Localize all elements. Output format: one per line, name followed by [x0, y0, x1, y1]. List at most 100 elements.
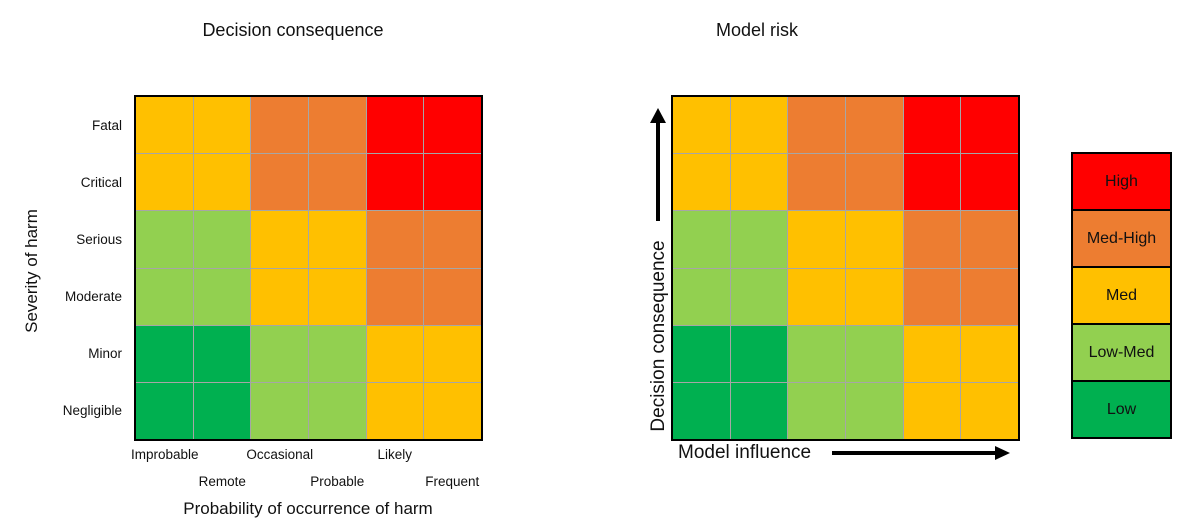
matrix-cell-low_med: [730, 211, 788, 268]
matrix-cell-med: [193, 97, 251, 154]
x-axis-arrow-shaft: [832, 451, 996, 455]
matrix-cell-high: [961, 154, 1018, 211]
matrix-cell-low_med: [193, 268, 251, 325]
matrix-cell-low_med: [730, 268, 788, 325]
matrix-cell-med: [788, 211, 845, 268]
matrix-cell-low_med: [193, 211, 251, 268]
matrix-cell-med: [846, 268, 903, 325]
y-tick-label: Minor: [88, 346, 122, 361]
y-tick-label: Fatal: [91, 118, 122, 133]
left-x-axis-title: Probability of occurrence of harm: [183, 499, 433, 518]
legend-item-low_med: Low-Med: [1073, 325, 1170, 382]
x-axis-arrow-right-icon: [995, 446, 1010, 460]
right-chart-title: Model risk: [715, 20, 799, 40]
legend-label: Med: [1105, 286, 1138, 304]
matrix-cell-med: [903, 325, 961, 382]
matrix-cell-med_high: [309, 154, 366, 211]
matrix-cell-med: [366, 382, 424, 439]
y-tick-label: Negligible: [62, 403, 122, 418]
x-tick-label: Remote: [198, 474, 246, 489]
matrix-cell-low: [730, 382, 788, 439]
model-risk-matrix: [671, 95, 1020, 441]
matrix-cell-med: [673, 97, 730, 154]
matrix-cell-high: [366, 97, 424, 154]
matrix-cell-low_med: [673, 211, 730, 268]
matrix-cell-low: [673, 382, 730, 439]
legend-label: Med-High: [1086, 229, 1157, 247]
matrix-cell-med_high: [961, 211, 1018, 268]
matrix-cell-med: [251, 211, 308, 268]
legend-item-med_high: Med-High: [1073, 211, 1170, 268]
matrix-cell-low_med: [309, 382, 366, 439]
legend-item-high: High: [1073, 154, 1170, 211]
legend-label: Low: [1106, 400, 1137, 418]
matrix-cell-med_high: [366, 268, 424, 325]
matrix-cell-low_med: [309, 325, 366, 382]
matrix-cell-low_med: [251, 382, 308, 439]
y-tick-label: Critical: [80, 175, 122, 190]
matrix-cell-med_high: [903, 211, 961, 268]
risk-level-legend: High Med-High Med Low-Med Low: [1071, 152, 1172, 439]
matrix-cell-high: [903, 154, 961, 211]
left-chart-title: Decision consequence: [202, 20, 384, 40]
matrix-cell-med_high: [424, 268, 481, 325]
matrix-cell-low_med: [846, 325, 903, 382]
x-tick-label: Frequent: [425, 474, 480, 489]
matrix-cell-med: [136, 154, 193, 211]
matrix-cell-med_high: [424, 211, 481, 268]
decision-consequence-matrix: [134, 95, 483, 441]
matrix-cell-med: [424, 325, 481, 382]
legend-label: High: [1105, 172, 1138, 190]
matrix-cell-med: [673, 154, 730, 211]
matrix-cell-med: [961, 382, 1018, 439]
legend-item-low: Low: [1073, 382, 1170, 437]
matrix-cell-low_med: [673, 268, 730, 325]
matrix-cell-med: [903, 382, 961, 439]
matrix-cell-low: [136, 382, 193, 439]
matrix-cell-med_high: [903, 268, 961, 325]
x-tick-label: Probable: [310, 474, 365, 489]
matrix-cell-med_high: [788, 154, 845, 211]
matrix-cell-low: [136, 325, 193, 382]
matrix-cell-low_med: [788, 325, 845, 382]
matrix-cell-med: [424, 382, 481, 439]
matrix-cell-med: [193, 154, 251, 211]
matrix-cell-med_high: [366, 211, 424, 268]
matrix-cell-med: [136, 97, 193, 154]
matrix-cell-med_high: [309, 97, 366, 154]
matrix-cell-med: [366, 325, 424, 382]
matrix-cell-med: [788, 268, 845, 325]
matrix-cell-low_med: [136, 211, 193, 268]
matrix-cell-med_high: [961, 268, 1018, 325]
matrix-cell-high: [424, 154, 481, 211]
matrix-cell-low_med: [136, 268, 193, 325]
matrix-cell-high: [366, 154, 424, 211]
y-tick-label: Moderate: [64, 289, 122, 304]
matrix-cell-high: [424, 97, 481, 154]
matrix-cell-low_med: [788, 382, 845, 439]
matrix-cell-med_high: [788, 97, 845, 154]
x-tick-label: Occasional: [246, 447, 314, 462]
matrix-cell-low: [730, 325, 788, 382]
matrix-cell-med: [730, 97, 788, 154]
legend-item-med: Med: [1073, 268, 1170, 325]
x-tick-label: Likely: [377, 447, 412, 462]
legend-label: Low-Med: [1088, 343, 1155, 361]
matrix-cell-med_high: [251, 97, 308, 154]
matrix-cell-med: [730, 154, 788, 211]
matrix-cell-med_high: [251, 154, 308, 211]
right-x-axis-label: Model influence: [678, 442, 812, 463]
matrix-cell-low: [193, 325, 251, 382]
y-axis-arrow-up-icon: [650, 108, 666, 123]
matrix-cell-med: [309, 211, 366, 268]
right-y-axis-label: Decision consequence: [648, 240, 669, 432]
matrix-cell-med: [251, 268, 308, 325]
x-tick-label: Improbable: [130, 447, 199, 462]
matrix-cell-low_med: [251, 325, 308, 382]
y-axis-arrow-shaft: [656, 122, 660, 221]
matrix-cell-med: [961, 325, 1018, 382]
y-tick-label: Serious: [76, 232, 122, 247]
matrix-cell-med_high: [846, 154, 903, 211]
matrix-cell-low: [673, 325, 730, 382]
